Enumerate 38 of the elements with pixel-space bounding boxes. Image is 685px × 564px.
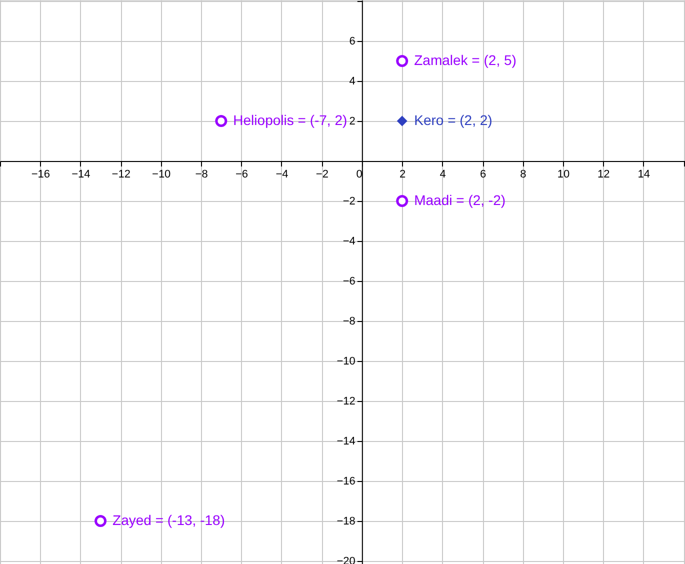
- x-tick-label: −8: [195, 168, 208, 180]
- point: [396, 195, 408, 207]
- x-tick-label: −12: [112, 168, 130, 180]
- y-tick-label: 4: [349, 76, 356, 88]
- point: [396, 116, 408, 126]
- y-tick-label: −12: [336, 396, 356, 408]
- x-tick-label: −14: [72, 168, 90, 180]
- x-tick-label: 4: [440, 168, 446, 180]
- annotation: Zamalek = (2, 5): [414, 52, 516, 68]
- x-tick-label: 0: [356, 168, 362, 180]
- annotation: Kero = (2, 2): [414, 112, 492, 128]
- y-tick-label: −16: [336, 476, 356, 488]
- x-tick-label: 12: [598, 168, 610, 180]
- x-tick-label: 6: [480, 168, 486, 180]
- x-tick-label: −2: [316, 168, 328, 180]
- x-tick-label: 8: [520, 168, 526, 180]
- point: [396, 55, 408, 67]
- x-tick-label: 14: [638, 168, 650, 180]
- x-tick-label: 10: [557, 168, 570, 180]
- y-tick-label: −18: [336, 516, 356, 528]
- point: [215, 115, 228, 127]
- y-tick-label: −2: [342, 196, 356, 208]
- y-tick-label: −14: [336, 436, 356, 448]
- y-tick-label: −6: [342, 276, 356, 288]
- y-tick-label: −8: [342, 316, 356, 328]
- y-tick-label: 6: [349, 36, 356, 48]
- annotation: Maadi = (2, -2): [414, 192, 506, 208]
- x-tick-label: −4: [276, 168, 288, 180]
- x-tick-label: −10: [152, 168, 171, 180]
- x-tick-label: −6: [235, 168, 248, 180]
- y-tick-label: −4: [342, 236, 356, 248]
- y-tick-label: 2: [349, 116, 356, 128]
- point: [94, 515, 107, 527]
- x-tick-label: 2: [400, 168, 406, 180]
- y-tick-label: −10: [336, 356, 356, 368]
- x-tick-label: −16: [31, 168, 50, 180]
- annotation: Heliopolis = (-7, 2): [233, 112, 348, 128]
- annotation: Zayed = (-13, -18): [112, 512, 225, 528]
